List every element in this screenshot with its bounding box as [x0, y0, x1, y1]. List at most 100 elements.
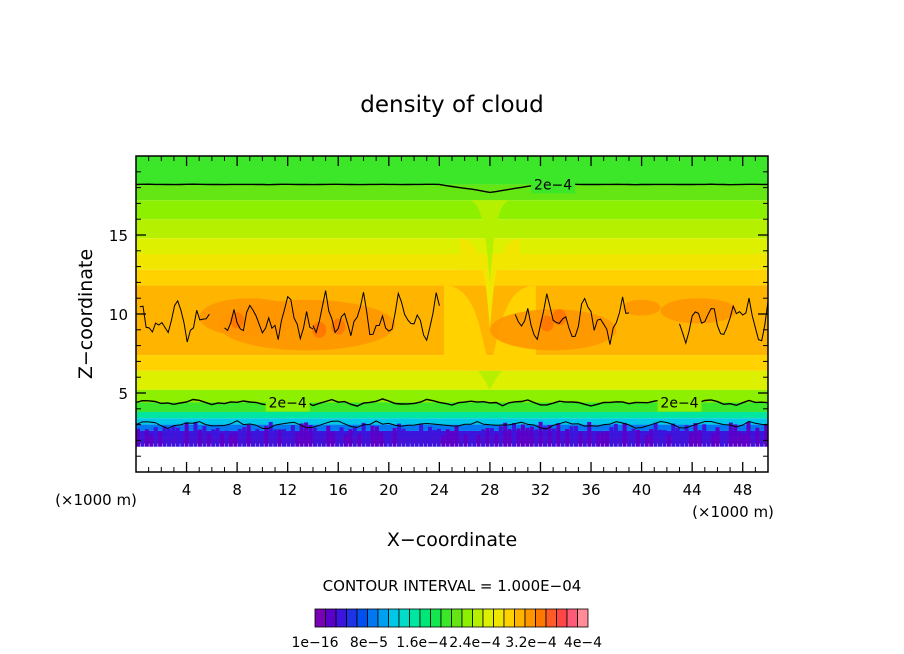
x-tick-label: 8	[232, 481, 242, 499]
base-noise	[507, 429, 512, 447]
colorbar-cell	[440, 608, 452, 628]
plot-area: 2e−4 2e−4 2e−4	[135, 155, 769, 473]
colorbar-cell	[377, 608, 389, 628]
base-noise	[494, 433, 499, 447]
base-noise	[202, 426, 207, 447]
base-noise	[565, 429, 570, 447]
x-tick-label: 48	[733, 481, 752, 499]
base-noise	[746, 421, 751, 447]
contour-line	[224, 295, 314, 341]
field-band	[136, 355, 768, 371]
base-noise	[211, 429, 216, 447]
contour-label-box	[265, 393, 310, 412]
base-noise	[755, 427, 760, 447]
base-noise	[308, 425, 313, 447]
base-noise	[401, 428, 406, 447]
base-noise	[596, 433, 601, 447]
colorbar-cell	[493, 608, 505, 628]
base-noise	[728, 422, 733, 447]
base-noise	[206, 433, 211, 447]
colorbar-label: 4e−4	[564, 635, 602, 651]
colorbar-cell	[430, 608, 442, 628]
field-band	[136, 200, 768, 220]
x-tick-label: 36	[581, 481, 600, 499]
central-column-base	[477, 370, 502, 390]
base-noise	[268, 422, 273, 447]
base-noise	[171, 426, 176, 447]
colorbar-cell	[514, 608, 526, 628]
colorbar	[314, 608, 589, 628]
base-noise	[719, 431, 724, 447]
colorbar-cell	[367, 608, 379, 628]
base-noise	[423, 433, 428, 447]
base-noise	[715, 427, 720, 447]
base-noise	[578, 432, 583, 447]
base-noise	[649, 429, 654, 447]
base-noise	[286, 431, 291, 447]
base-noise	[432, 429, 437, 447]
base-noise	[591, 435, 596, 447]
base-noise	[680, 430, 685, 447]
y-tick-label: 5	[118, 385, 128, 403]
base-noise	[516, 428, 521, 447]
field-band	[136, 238, 768, 254]
contour-label-box	[531, 175, 576, 194]
base-noise	[737, 431, 742, 447]
contour-interval-text: CONTOUR INTERVAL = 1.000E−04	[323, 577, 582, 595]
base-noise	[622, 422, 627, 447]
colorbar-label: 1.6e−4	[396, 635, 448, 651]
x-tick-label: 44	[683, 481, 702, 499]
central-column-top	[469, 200, 510, 283]
central-column-upper	[459, 238, 520, 330]
base-noise	[503, 422, 508, 447]
base-noise	[193, 422, 198, 447]
colorbar-cell	[472, 608, 484, 628]
field-band	[136, 402, 768, 412]
base-noise	[162, 426, 167, 447]
x-tick-label: 16	[329, 481, 348, 499]
base-noise	[281, 429, 286, 447]
base-noise	[463, 434, 468, 447]
base-noise	[304, 422, 309, 447]
field-band	[136, 219, 768, 239]
colorbar-label: 2.4e−4	[449, 635, 501, 651]
base-noise	[436, 428, 441, 447]
base-noise	[405, 431, 410, 447]
contour-line	[514, 293, 630, 345]
y-axis: 5 10 15	[109, 171, 768, 457]
base-noise	[273, 429, 278, 447]
base-noise	[166, 428, 171, 447]
base-noise	[485, 427, 490, 447]
base-noise	[255, 429, 260, 447]
base-noise	[326, 425, 331, 447]
base-noise	[604, 431, 609, 447]
contour-label-text: 2e−4	[534, 177, 572, 193]
base-noise	[635, 429, 640, 447]
base-noise	[158, 431, 163, 447]
base-noise	[348, 429, 353, 447]
base-noise	[666, 433, 671, 447]
base-noise	[370, 425, 375, 447]
base-noise	[587, 422, 592, 447]
base-noise	[366, 435, 371, 447]
orange-patch	[622, 299, 661, 316]
base-noise	[689, 432, 693, 447]
base-noise	[233, 432, 238, 447]
red-patch	[539, 315, 554, 332]
central-column	[443, 285, 536, 371]
base-noise	[476, 435, 481, 447]
contour-label-text: 2e−4	[660, 395, 698, 411]
base-noise	[295, 431, 300, 447]
base-noise	[410, 434, 415, 447]
colorbar-cell	[545, 608, 557, 628]
base-noise	[392, 428, 397, 447]
base-noise	[383, 433, 388, 447]
colorbar-label: 1e−16	[291, 635, 338, 651]
colorbar-cell	[482, 608, 494, 628]
x-axis-unit-left: (×1000 m)	[55, 491, 137, 509]
base-noise	[397, 423, 402, 447]
contour-line	[135, 183, 769, 194]
base-noise	[277, 429, 282, 447]
base-noise	[189, 433, 194, 447]
